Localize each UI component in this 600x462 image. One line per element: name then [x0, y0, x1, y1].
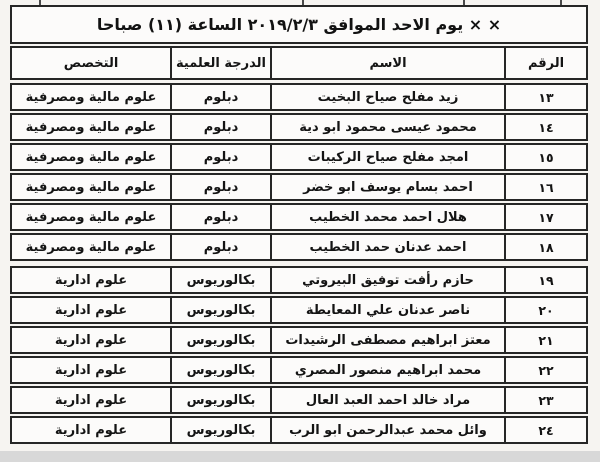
- column-header-name: الاسم: [270, 48, 504, 78]
- column-header-number: الرقم: [504, 48, 586, 78]
- table-row: ١٩ حازم رأفت توفيق البيروتي بكالوريوس عل…: [10, 266, 588, 294]
- cell-name: احمد بسام يوسف ابو خضر: [270, 175, 504, 199]
- table-row: ١٣ زيد مفلح صياح البخيت دبلوم علوم مالية…: [10, 83, 588, 111]
- cell-major: علوم مالية ومصرفية: [25, 239, 157, 255]
- cell-name: محمد ابراهيم منصور المصري: [270, 358, 504, 382]
- cell-number: ٢٠: [504, 298, 586, 322]
- table-row: ١٦ احمد بسام يوسف ابو خضر دبلوم علوم مال…: [10, 173, 588, 201]
- cell-major: علوم مالية ومصرفية: [25, 149, 157, 165]
- cell-major: علوم مالية ومصرفية: [25, 179, 157, 195]
- cell-number: ٢١: [504, 328, 586, 352]
- cell-degree: دبلوم: [170, 115, 270, 139]
- cell-name: محمود عيسى محمود ابو دية: [270, 115, 504, 139]
- scan-artifact-tick: [463, 0, 465, 5]
- table-row: ٢٠ ناصر عدنان علي المعايطة بكالوريوس علو…: [10, 296, 588, 324]
- cell-major: علوم ادارية: [54, 272, 128, 288]
- cell-major: علوم مالية ومصرفية: [25, 89, 157, 105]
- cell-name: امجد مفلح صياح الركيبات: [270, 145, 504, 169]
- cell-major: علوم ادارية: [54, 362, 128, 378]
- cell-degree: بكالوريوس: [170, 388, 270, 412]
- cell-name: ناصر عدنان علي المعايطة: [270, 298, 504, 322]
- cell-major: علوم مالية ومصرفية: [25, 209, 157, 225]
- cell-number: ١٤: [504, 115, 586, 139]
- column-header-row: الرقم الاسم الدرجة العلمية التخصص: [10, 46, 588, 80]
- cell-name: حازم رأفت توفيق البيروتي: [270, 268, 504, 292]
- table-row: ١٨ احمد عدنان حمد الخطيب دبلوم علوم مالي…: [10, 233, 588, 261]
- cell-number: ١٧: [504, 205, 586, 229]
- table-row: ٢١ معتز ابراهيم مصطفى الرشيدات بكالوريوس…: [10, 326, 588, 354]
- cell-degree: بكالوريوس: [170, 298, 270, 322]
- cell-number: ١٣: [504, 85, 586, 109]
- table-body: ١٣ زيد مفلح صياح البخيت دبلوم علوم مالية…: [10, 83, 588, 444]
- cell-major: علوم مالية ومصرفية: [25, 119, 157, 135]
- column-header-major: التخصص: [63, 55, 119, 71]
- cell-name: زيد مفلح صياح البخيت: [270, 85, 504, 109]
- cell-degree: دبلوم: [170, 235, 270, 259]
- table-row: ٢٢ محمد ابراهيم منصور المصري بكالوريوس ع…: [10, 356, 588, 384]
- scan-artifact-tick: [560, 0, 562, 5]
- cell-degree: دبلوم: [170, 145, 270, 169]
- cell-name: معتز ابراهيم مصطفى الرشيدات: [270, 328, 504, 352]
- cell-number: ١٦: [504, 175, 586, 199]
- cell-name: احمد عدنان حمد الخطيب: [270, 235, 504, 259]
- cell-degree: دبلوم: [170, 85, 270, 109]
- schedule-table: × × يوم الاحد الموافق ٢٠١٩/٢/٣ الساعة (١…: [10, 5, 588, 444]
- cell-major: علوم ادارية: [54, 422, 128, 438]
- cell-degree: بكالوريوس: [170, 328, 270, 352]
- cell-degree: بكالوريوس: [170, 358, 270, 382]
- table-row: ١٧ هلال احمد محمد الخطيب دبلوم علوم مالي…: [10, 203, 588, 231]
- cell-number: ١٩: [504, 268, 586, 292]
- cell-major: علوم ادارية: [54, 332, 128, 348]
- cell-number: ١٨: [504, 235, 586, 259]
- page-bottom-margin: [0, 451, 600, 462]
- table-row: ١٥ امجد مفلح صياح الركيبات دبلوم علوم ما…: [10, 143, 588, 171]
- cell-name: هلال احمد محمد الخطيب: [270, 205, 504, 229]
- cell-major: علوم ادارية: [54, 392, 128, 408]
- table-row: ١٤ محمود عيسى محمود ابو دية دبلوم علوم م…: [10, 113, 588, 141]
- cell-name: وائل محمد عبدالرحمن ابو الرب: [270, 418, 504, 442]
- cell-degree: بكالوريوس: [170, 418, 270, 442]
- cell-degree: دبلوم: [170, 175, 270, 199]
- cell-major: علوم ادارية: [54, 302, 128, 318]
- cell-number: ٢٤: [504, 418, 586, 442]
- cell-number: ٢٣: [504, 388, 586, 412]
- cell-number: ٢٢: [504, 358, 586, 382]
- scan-artifact-tick: [39, 0, 41, 5]
- table-title: × × يوم الاحد الموافق ٢٠١٩/٢/٣ الساعة (١…: [10, 5, 588, 44]
- cell-degree: دبلوم: [170, 205, 270, 229]
- table-row: ٢٤ وائل محمد عبدالرحمن ابو الرب بكالوريو…: [10, 416, 588, 444]
- cell-degree: بكالوريوس: [170, 268, 270, 292]
- cell-name: مراد خالد احمد العبد العال: [270, 388, 504, 412]
- scan-artifact-tick: [302, 0, 304, 5]
- column-header-degree: الدرجة العلمية: [170, 48, 270, 78]
- table-row: ٢٣ مراد خالد احمد العبد العال بكالوريوس …: [10, 386, 588, 414]
- cell-number: ١٥: [504, 145, 586, 169]
